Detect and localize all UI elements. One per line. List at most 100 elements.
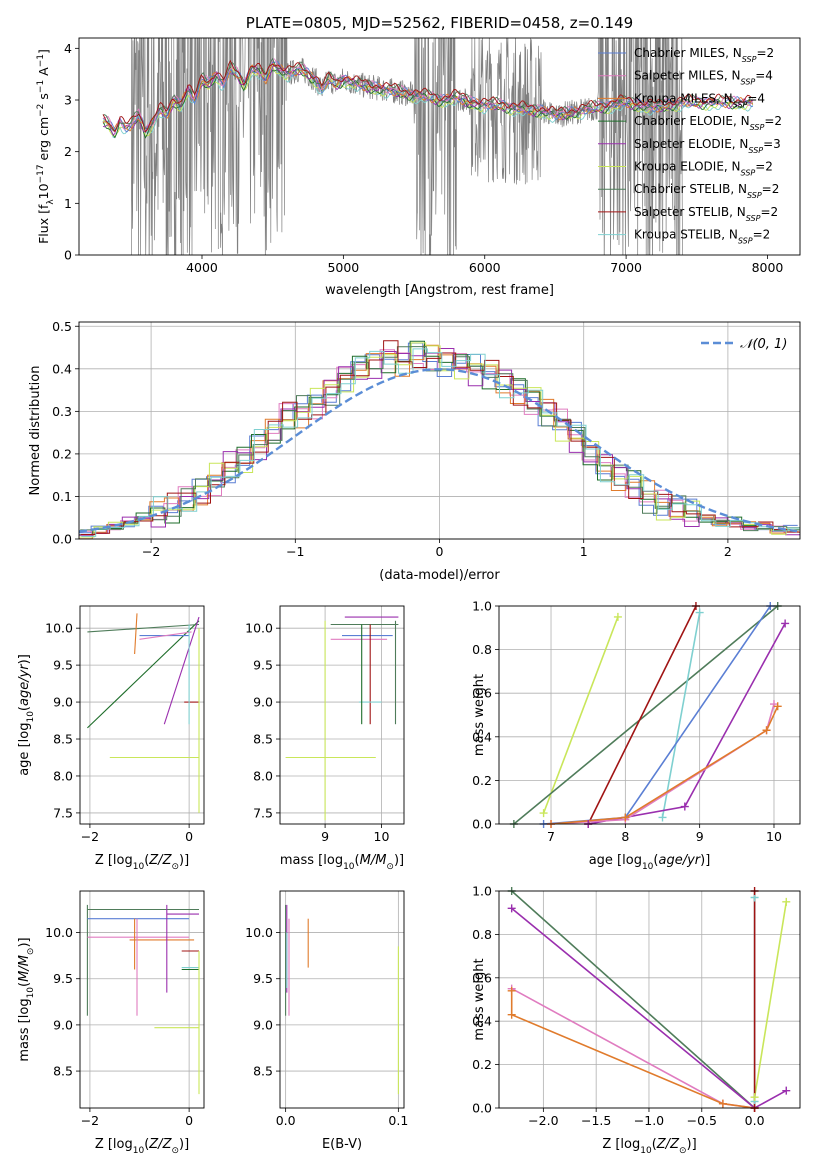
y-tick-label: 1 (64, 196, 72, 211)
weight-marker (718, 1099, 727, 1108)
y-tick-label: 0.1 (52, 489, 72, 504)
weight-plot (510, 891, 788, 1108)
x-tick-label: 1 (580, 544, 588, 559)
errorbar-plot (285, 904, 399, 1095)
residuals-frame (78, 321, 801, 540)
x-tick-label: 0 (185, 1113, 193, 1128)
x-tick-label: 10 (374, 829, 390, 844)
x-tick-label: 0.1 (388, 1113, 408, 1128)
spectrum-plot (102, 38, 754, 255)
y-axis-label: mass weight (472, 958, 487, 1040)
y-tick-label: 1.0 (472, 599, 492, 614)
legend-entry: Salpeter MILES, NSSP=4 (634, 69, 773, 87)
x-tick-label: −2.0 (528, 1113, 558, 1128)
x-tick-label: −1.0 (634, 1113, 664, 1128)
mass-vs-ebv-frame (279, 890, 405, 1109)
legend-entry: 𝒩(0, 1) (740, 337, 787, 352)
x-tick-label: −2 (81, 1113, 99, 1128)
x-axis-label: Z [log10(Z/Z⊙)] (95, 853, 189, 872)
y-tick-label: 10.0 (245, 925, 273, 940)
y-tick-label: 9.5 (53, 971, 73, 986)
legend-entry: Kroupa MILES, NSSP=4 (634, 91, 765, 109)
x-tick-label: 2 (724, 544, 732, 559)
weight-marker (507, 1010, 516, 1019)
weight-line-chabrier-stelib (513, 606, 779, 824)
weight-marker (507, 986, 516, 995)
y-tick-label: 8.5 (253, 1064, 273, 1079)
x-axis-label: wavelength [Angstrom, rest frame] (325, 283, 554, 298)
weight-marker (680, 802, 689, 811)
weight-marker (773, 702, 782, 711)
y-tick-label: 0.0 (52, 532, 72, 547)
x-axis-label: (data-model)/error (379, 568, 500, 583)
legend-entry: Salpeter ELODIE, NSSP=3 (634, 137, 781, 155)
x-tick-label: 7000 (610, 260, 642, 275)
y-tick-label: 10.0 (245, 621, 273, 636)
y-tick-label: 0.5 (52, 319, 72, 334)
legend-entry: Kroupa ELODIE, NSSP=2 (634, 160, 773, 178)
y-tick-label: 9.0 (53, 1017, 73, 1032)
weight-line-chabrier-miles (543, 606, 771, 824)
legend-entry: Chabrier MILES, NSSP=2 (634, 46, 774, 64)
axes-mass-vs-ebv: 0.0 0.1 8.5 9.0 9.5 10.0 (245, 891, 408, 1128)
gaussian-curve (79, 368, 798, 533)
legend-entry: Salpeter STELIB, NSSP=2 (634, 205, 778, 223)
errorbar-chabrier-elodie (87, 620, 200, 729)
weight-marker (781, 619, 790, 628)
x-tick-label: 9 (321, 829, 329, 844)
weight-marker (695, 608, 704, 617)
y-tick-label: 0.0 (472, 1101, 492, 1116)
x-tick-label: 6000 (469, 260, 501, 275)
weight-line-kroupa-stelib (661, 612, 701, 818)
x-tick-label: −2 (142, 544, 160, 559)
y-axis-label: mass weight (472, 674, 487, 756)
weight-marker (621, 813, 630, 822)
weight-line-kroupa-elodie (753, 901, 788, 1098)
y-tick-label: 10.0 (45, 925, 73, 940)
model-line-chabrier-miles (102, 61, 753, 133)
x-tick-label: −1 (286, 544, 304, 559)
y-axis-label: age [log10(age/yr)] (17, 654, 36, 776)
axes-weight-vs-Z: −2.0 −1.5 −1.0 −0.5 0.0 0.0 0.2 0.4 0.6 0.8 1.0 (472, 884, 800, 1128)
weight-marker (658, 813, 667, 822)
weight-line-salpeter-elodie (511, 907, 787, 1108)
y-tick-label: 0.4 (472, 1014, 492, 1029)
model-line-kroupa-miles (102, 61, 754, 132)
y-tick-label: 0.0 (472, 817, 492, 832)
y-tick-label: 0 (64, 248, 72, 263)
x-axis-label: Z [log10(Z/Z⊙)] (602, 1137, 696, 1156)
chart-title: PLATE=0805, MJD=52562, FIBERID=0458, z=0… (246, 14, 633, 32)
weight-marker (539, 809, 548, 818)
legend: Chabrier MILES, NSSP=2 Salpeter MILES, NS… (598, 46, 782, 245)
age-vs-Z-frame (79, 605, 205, 825)
weight-line-salpeter-elodie (588, 623, 786, 824)
x-tick-label: −2 (81, 829, 99, 844)
x-tick-label: 8000 (752, 260, 784, 275)
model-line-salpeter-stelib (102, 59, 753, 133)
errorbar-plot (87, 613, 200, 813)
y-tick-label: 2 (64, 144, 72, 159)
histogram-kroupa-miles (79, 344, 799, 539)
x-tick-label: 0.0 (276, 1113, 296, 1128)
histogram-kroupa-stelib (81, 348, 800, 537)
weight-vs-age-frame (498, 605, 801, 825)
spectrum-frame (78, 37, 801, 256)
y-tick-label: 8.5 (253, 732, 273, 747)
y-axis-label: mass [log10(M/M⊙)] (17, 937, 36, 1061)
errorbar-salpeter-elodie (163, 616, 200, 725)
x-axis-label: Z [log10(Z/Z⊙)] (95, 1137, 189, 1156)
weight-marker (782, 1086, 791, 1095)
axes-age-vs-Z: −2 0 7.5 8.0 8.5 9.0 9.5 10.0 (45, 606, 204, 844)
y-tick-label: 0.6 (472, 970, 492, 985)
y-tick-label: 0.2 (472, 773, 492, 788)
y-tick-label: 7.5 (53, 805, 73, 820)
axes-spectrum: 4000 5000 6000 7000 8000 0 1 2 3 4 (64, 41, 783, 275)
x-tick-label: 10 (766, 829, 782, 844)
y-tick-label: 0.2 (52, 446, 72, 461)
weight-marker (750, 1093, 759, 1102)
legend-entry: Chabrier ELODIE, NSSP=2 (634, 114, 782, 132)
y-tick-label: 9.5 (253, 971, 273, 986)
x-tick-label: 0 (436, 544, 444, 559)
y-axis-label: Flux [fλ10−17 erg cm−2 s−1 A−1] (36, 49, 56, 244)
